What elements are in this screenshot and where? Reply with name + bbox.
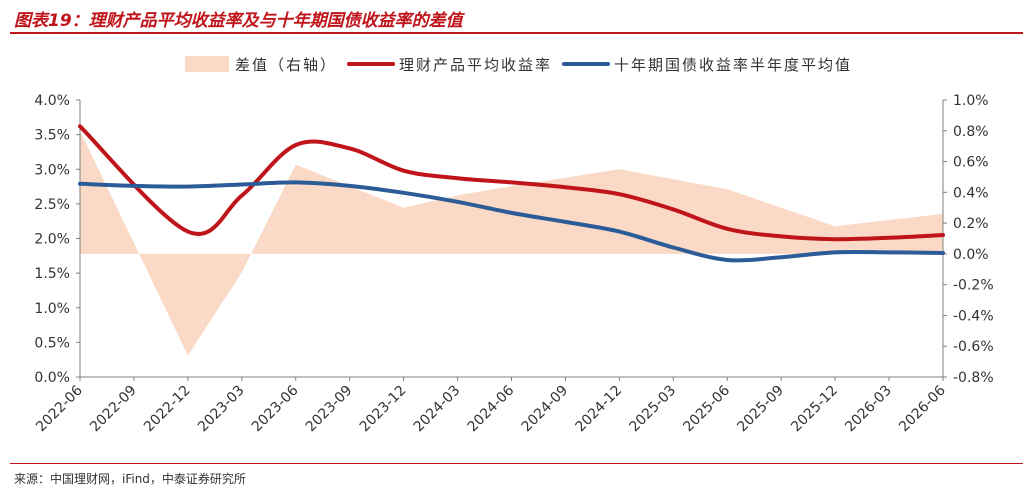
legend-label: 十年期国债收益率半年度平均值 [614,56,852,74]
area-series-diff [80,130,943,356]
x-tick-label: 2026-03 [842,383,895,436]
x-tick-label: 2025-06 [680,382,733,435]
figure-title: 图表19：理财产品平均收益率及与十年期国债收益率的差值 [14,11,463,31]
line-series-bond-yield [78,180,945,263]
right-tick-label: 0.0% [953,247,989,263]
source-note: 来源：中国理财网，iFind，中泰证券研究所 [14,472,246,486]
legend-label: 差值（右轴） [235,56,337,74]
area-layer [80,130,943,356]
left-tick-label: 2.5% [34,197,70,213]
left-tick-label: 0.0% [34,370,70,386]
x-tick-label: 2022-12 [141,383,194,436]
right-tick-label: 0.6% [953,155,989,171]
source-rule [10,463,1023,464]
right-tick-label: 0.2% [953,216,989,232]
right-tick-label: 0.8% [953,124,989,140]
chart-svg: 0.0% 0.5% 1.0% 1.5% 2.0% 2.5% 3.0% 3.5% 4.0% -0.8… [33,56,994,436]
left-tick-label: 3.0% [34,162,70,178]
left-tick-label: 4.0% [34,93,70,109]
right-tick-label: -0.4% [953,308,994,324]
line-series-wealth-yield [78,124,945,242]
right-tick-label: 1.0% [953,93,989,109]
left-tick-label: 0.5% [34,335,70,351]
x-tick-label: 2024-06 [465,382,518,435]
right-tick-label: -0.6% [953,339,994,355]
x-tick-label: 2025-03 [626,383,679,436]
x-tick-label: 2025-09 [734,383,787,436]
lines-layer [78,124,945,263]
x-tick-label: 2026-06 [896,382,949,435]
left-tick-label: 3.5% [34,128,70,144]
x-tick-label: 2022-09 [87,383,140,436]
x-tick-label: 2024-03 [411,383,464,436]
x-tick-label: 2023-12 [357,383,410,436]
x-tick-label: 2023-06 [249,382,302,435]
legend: 差值（右轴） 理财产品平均收益率 十年期国债收益率半年度平均值 [185,56,852,74]
right-tick-label: -0.2% [953,278,994,294]
right-tick-label: -0.8% [953,370,994,386]
x-tick-label: 2022-06 [33,382,86,435]
x-tick-label: 2024-12 [573,383,626,436]
right-tick-label: 0.4% [953,185,989,201]
left-tick-label: 2.0% [34,232,70,248]
x-tick-label: 2023-09 [303,383,356,436]
legend-label: 理财产品平均收益率 [399,56,552,74]
left-tick-label: 1.5% [34,266,70,282]
x-tick-label: 2025-12 [788,383,841,436]
x-tick-label: 2023-03 [195,383,248,436]
title-rule [10,32,1023,34]
left-tick-label: 1.0% [34,301,70,317]
legend-swatch-diff [185,56,229,72]
x-tick-label: 2024-09 [519,383,572,436]
